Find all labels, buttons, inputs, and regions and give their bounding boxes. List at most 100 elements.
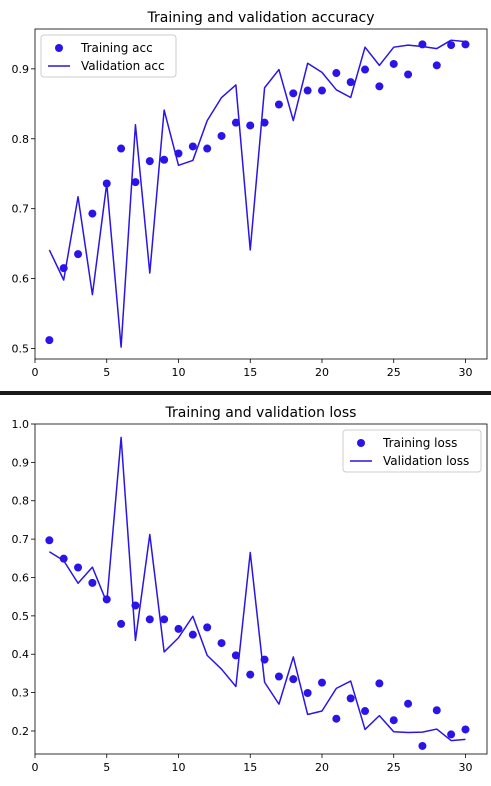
- training-point: [231, 651, 240, 660]
- x-tick-label: 30: [458, 761, 472, 774]
- y-tick-label: 0.2: [12, 725, 30, 738]
- x-tick-label: 5: [103, 761, 110, 774]
- x-tick-label: 25: [387, 761, 401, 774]
- training-point: [117, 619, 126, 628]
- x-tick-label: 25: [387, 366, 401, 379]
- accuracy-chart: Training and validation accuracy 0 5 10 15 20…: [12, 10, 488, 379]
- x-tick-label: 15: [243, 761, 257, 774]
- legend-label: Validation loss: [383, 454, 469, 468]
- y-tick-label: 0.8: [12, 495, 30, 508]
- training-point: [375, 679, 384, 688]
- training-point: [461, 725, 470, 734]
- x-tick-label: 10: [171, 366, 185, 379]
- training-point: [375, 82, 384, 91]
- y-tick-label: 0.5: [12, 343, 30, 356]
- training-point: [59, 264, 68, 273]
- training-point: [404, 699, 413, 708]
- training-point: [117, 144, 126, 153]
- plot-frame: [34, 423, 488, 755]
- training-point: [260, 655, 269, 664]
- y-tick-label: 0.4: [12, 648, 30, 661]
- loss-chart: Training and validation loss 0 5 10 15 20 25 30…: [12, 405, 488, 774]
- legend-marker-points: [55, 44, 63, 52]
- training-point: [145, 615, 154, 624]
- training-point: [418, 741, 427, 750]
- plot-frame: [34, 28, 488, 360]
- training-point: [432, 706, 441, 715]
- training-point: [131, 178, 140, 187]
- x-tick-label: 30: [458, 366, 472, 379]
- chart-title: Training and validation accuracy: [146, 10, 374, 26]
- x-tick-label: 20: [315, 761, 329, 774]
- training-point: [88, 209, 97, 218]
- y-tick-label: 0.5: [12, 610, 30, 623]
- training-point: [332, 69, 341, 78]
- y-tick-label: 0.6: [12, 273, 30, 286]
- training-point: [45, 336, 54, 345]
- y-tick-label: 0.6: [12, 571, 30, 584]
- training-point: [332, 714, 341, 723]
- training-point: [289, 89, 298, 98]
- training-point: [303, 688, 312, 697]
- training-point: [217, 639, 226, 648]
- panel-separator: [0, 391, 491, 395]
- training-point: [74, 563, 83, 572]
- legend: Training loss Validation loss: [342, 429, 482, 473]
- training-point: [203, 144, 212, 153]
- y-tick-label: 0.9: [12, 456, 30, 469]
- legend-box: [40, 34, 177, 78]
- training-point: [274, 100, 283, 109]
- training-point: [231, 118, 240, 127]
- training-point: [246, 670, 255, 679]
- legend: Training acc Validation acc: [40, 34, 177, 78]
- legend-label: Training loss: [382, 436, 457, 450]
- chart-title: Training and validation loss: [165, 405, 357, 421]
- training-point: [289, 675, 298, 684]
- x-tick-label: 5: [103, 366, 110, 379]
- training-point: [160, 615, 169, 624]
- training-point: [317, 678, 326, 687]
- training-point: [246, 121, 255, 130]
- training-point: [404, 70, 413, 79]
- training-point: [88, 578, 97, 587]
- x-tick-label: 20: [315, 366, 329, 379]
- x-tick-label: 0: [32, 761, 39, 774]
- training-point: [160, 155, 169, 164]
- training-point: [447, 730, 456, 739]
- training-point: [303, 86, 312, 95]
- y-tick-label: 0.7: [12, 203, 30, 216]
- training-point: [217, 131, 226, 140]
- y-tick-label: 0.7: [12, 533, 30, 546]
- y-tick-label: 0.8: [12, 133, 30, 146]
- validation-series-line: [48, 436, 466, 742]
- y-tick-label: 0.3: [12, 687, 30, 700]
- legend-label: Training acc: [80, 41, 153, 55]
- validation-series-line: [48, 39, 466, 348]
- training-point: [389, 59, 398, 68]
- training-point: [102, 179, 111, 188]
- training-point: [346, 78, 355, 87]
- training-point: [461, 40, 470, 49]
- training-point: [418, 40, 427, 49]
- training-point: [145, 157, 154, 166]
- loss-chart-panel: Training and validation loss 0 5 10 15 20 25 30…: [0, 395, 491, 786]
- training-point: [188, 630, 197, 639]
- legend-box: [342, 429, 482, 473]
- training-point: [432, 61, 441, 70]
- training-point: [274, 672, 283, 681]
- training-point: [188, 142, 197, 151]
- training-point: [260, 118, 269, 127]
- x-tick-label: 15: [243, 366, 257, 379]
- training-point: [131, 601, 140, 610]
- training-point: [45, 536, 54, 545]
- training-point: [74, 250, 83, 259]
- training-point: [361, 65, 370, 74]
- accuracy-chart-panel: Training and validation accuracy 0 5 10 15 20…: [0, 0, 491, 392]
- y-tick-label: 1.0: [12, 418, 30, 431]
- training-point: [174, 624, 183, 633]
- training-point: [102, 595, 111, 604]
- training-point: [59, 554, 68, 563]
- x-tick-label: 0: [32, 366, 39, 379]
- training-point: [447, 41, 456, 50]
- training-point: [346, 694, 355, 703]
